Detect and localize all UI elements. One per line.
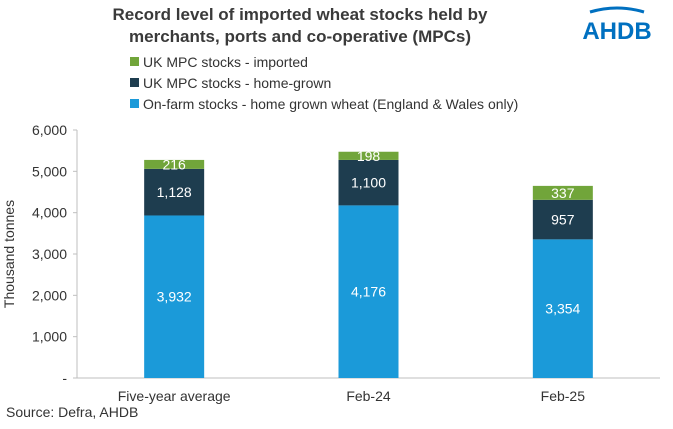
- legend-item: UK MPC stocks - home-grown: [130, 72, 518, 93]
- logo-text: AHDB: [582, 18, 651, 45]
- data-label: 957: [551, 212, 575, 228]
- legend-swatch: [130, 57, 139, 66]
- bar-segment: [338, 205, 399, 378]
- legend-label: UK MPC stocks - imported: [143, 53, 308, 70]
- bar-segment: [532, 185, 593, 200]
- chart-title-line-1: Record level of imported wheat stocks he…: [112, 5, 488, 24]
- bar-segment: [338, 151, 399, 160]
- ahdb-logo: AHDB: [582, 6, 652, 45]
- legend: UK MPC stocks - imported UK MPC stocks - …: [130, 51, 518, 114]
- bar-segment: [144, 168, 205, 216]
- y-tick-label: 4,000: [32, 205, 67, 221]
- y-tick-label: 1,000: [32, 329, 67, 345]
- bar-segment: [144, 215, 205, 378]
- bar-segment: [532, 199, 593, 240]
- data-label: 216: [162, 156, 186, 172]
- x-category-label: Feb-24: [346, 388, 391, 404]
- y-tick-label: 2,000: [32, 287, 67, 303]
- legend-label: On-farm stocks - home grown wheat (Engla…: [143, 95, 519, 112]
- chart-title-line-2: merchants, ports and co-operative (MPCs): [129, 27, 471, 46]
- data-label: 198: [357, 148, 381, 164]
- legend-swatch: [130, 99, 139, 108]
- data-label: 1,128: [157, 184, 192, 200]
- y-tick-label: -: [62, 370, 67, 386]
- y-tick-label: 5,000: [32, 163, 67, 179]
- data-label: 337: [551, 185, 575, 201]
- source-note: Source: Defra, AHDB: [6, 404, 139, 420]
- bar-segment: [144, 159, 205, 169]
- legend-item: UK MPC stocks - imported: [130, 51, 518, 72]
- chart-title: Record level of imported wheat stocks he…: [60, 4, 540, 48]
- y-axis-label: Thousand tonnes: [1, 200, 17, 308]
- data-label: 3,354: [545, 301, 580, 317]
- data-label: 1,100: [351, 175, 386, 191]
- data-label: 3,932: [157, 289, 192, 305]
- legend-label: UK MPC stocks - home-grown: [143, 74, 332, 91]
- x-category-label: Feb-25: [541, 388, 586, 404]
- bar-segment: [338, 159, 399, 206]
- bar-segment: [532, 239, 593, 378]
- y-tick-label: 3,000: [32, 246, 67, 262]
- legend-swatch: [130, 78, 139, 87]
- y-tick-label: 6,000: [32, 122, 67, 138]
- data-label: 4,176: [351, 284, 386, 300]
- x-category-label: Five-year average: [118, 388, 231, 404]
- legend-item: On-farm stocks - home grown wheat (Engla…: [130, 93, 518, 114]
- logo-swoosh-icon: [589, 6, 645, 14]
